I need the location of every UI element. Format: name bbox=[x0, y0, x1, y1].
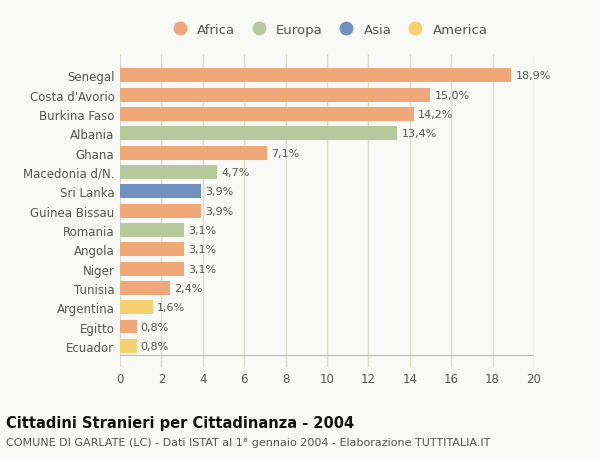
Text: 0,8%: 0,8% bbox=[140, 341, 169, 351]
Bar bbox=[120, 320, 137, 334]
Bar bbox=[120, 69, 511, 83]
Text: 1,6%: 1,6% bbox=[157, 302, 185, 313]
Bar bbox=[120, 146, 267, 160]
Legend: Africa, Europa, Asia, America: Africa, Europa, Asia, America bbox=[164, 21, 490, 39]
Text: 13,4%: 13,4% bbox=[401, 129, 437, 139]
Text: 3,9%: 3,9% bbox=[205, 206, 233, 216]
Text: 14,2%: 14,2% bbox=[418, 110, 454, 120]
Bar bbox=[120, 262, 184, 276]
Bar bbox=[120, 127, 397, 141]
Bar bbox=[120, 224, 184, 237]
Bar bbox=[120, 185, 201, 199]
Text: 18,9%: 18,9% bbox=[515, 71, 551, 81]
Text: 15,0%: 15,0% bbox=[434, 90, 470, 101]
Text: 4,7%: 4,7% bbox=[221, 168, 250, 178]
Bar bbox=[120, 281, 170, 295]
Bar bbox=[120, 243, 184, 257]
Text: Cittadini Stranieri per Cittadinanza - 2004: Cittadini Stranieri per Cittadinanza - 2… bbox=[6, 415, 354, 431]
Bar bbox=[120, 166, 217, 179]
Text: 3,1%: 3,1% bbox=[188, 264, 217, 274]
Bar bbox=[120, 339, 137, 353]
Text: 3,1%: 3,1% bbox=[188, 225, 217, 235]
Text: COMUNE DI GARLATE (LC) - Dati ISTAT al 1° gennaio 2004 - Elaborazione TUTTITALIA: COMUNE DI GARLATE (LC) - Dati ISTAT al 1… bbox=[6, 437, 490, 447]
Text: 3,1%: 3,1% bbox=[188, 245, 217, 255]
Bar bbox=[120, 301, 153, 314]
Text: 3,9%: 3,9% bbox=[205, 187, 233, 197]
Bar bbox=[120, 89, 430, 102]
Text: 7,1%: 7,1% bbox=[271, 148, 299, 158]
Text: 0,8%: 0,8% bbox=[140, 322, 169, 332]
Text: 2,4%: 2,4% bbox=[174, 283, 202, 293]
Bar bbox=[120, 204, 201, 218]
Bar bbox=[120, 108, 414, 122]
